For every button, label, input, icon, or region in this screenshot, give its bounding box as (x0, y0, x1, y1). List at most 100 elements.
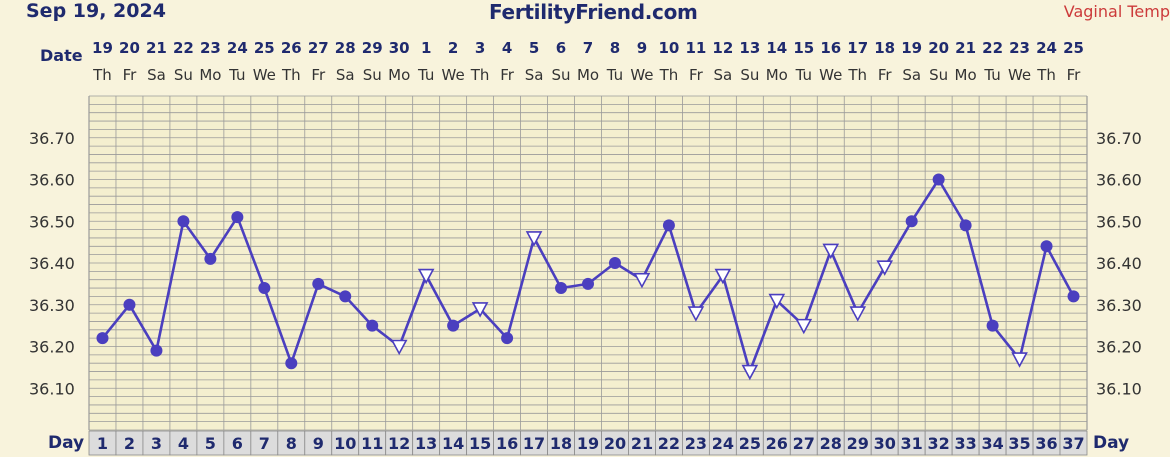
y-tick-label-left: 36.60 (29, 171, 75, 190)
temperature-point-open (525, 231, 543, 247)
temperature-point (123, 298, 136, 311)
date-number: 12 (712, 39, 733, 57)
date-number: 18 (874, 39, 895, 57)
day-number: 34 (981, 434, 1003, 453)
day-cell (277, 430, 306, 456)
day-cell (493, 430, 521, 456)
day-number: 18 (550, 434, 572, 453)
date-row-label: Date (40, 46, 83, 65)
date-number: 20 (119, 39, 140, 57)
date-number: 19 (92, 39, 113, 57)
weekday-label: Sa (147, 66, 166, 84)
day-number: 25 (739, 434, 761, 453)
day-number: 16 (496, 434, 518, 453)
weekday-label: Tu (417, 66, 434, 84)
day-cell (870, 430, 899, 456)
y-tick-label-left: 36.30 (29, 296, 75, 315)
temperature-point-open (417, 268, 435, 285)
weekday-label: Su (363, 66, 382, 84)
date-number: 22 (982, 39, 1003, 57)
day-number: 6 (232, 434, 243, 453)
chart-date: Sep 19, 2024 (26, 0, 166, 22)
weekday-label: Th (281, 66, 301, 84)
y-tick-label-left: 36.10 (29, 379, 75, 398)
day-number: 22 (658, 434, 680, 453)
day-cell (978, 430, 1007, 456)
day-number: 36 (1035, 434, 1057, 453)
date-number: 28 (335, 39, 356, 57)
day-number: 13 (415, 434, 437, 453)
date-number: 22 (173, 39, 194, 57)
day-number: 26 (766, 434, 788, 453)
day-number: 7 (259, 434, 270, 453)
y-tick-label-right: 36.20 (1096, 338, 1142, 357)
temp-type-label: Vaginal Temp (1063, 2, 1170, 21)
day-number: 2 (124, 434, 135, 453)
date-number: 25 (1063, 39, 1084, 57)
temperature-point (312, 277, 325, 290)
weekday-label: Th (470, 66, 490, 84)
weekday-label: Su (740, 66, 759, 84)
temperature-point-open (714, 268, 732, 285)
temperature-point (1067, 290, 1080, 303)
weekday-label: Sa (525, 66, 544, 84)
day-cell (331, 430, 360, 456)
day-number: 33 (954, 434, 976, 453)
day-cell (816, 430, 845, 456)
day-cell (250, 430, 279, 456)
weekday-label: We (819, 66, 842, 84)
weekday-label: Fr (500, 66, 515, 84)
date-number: 26 (281, 39, 302, 57)
date-number: 24 (1036, 39, 1057, 57)
y-tick-label-left: 36.50 (29, 212, 75, 231)
temperature-point (959, 219, 972, 232)
y-tick-label-right: 36.30 (1096, 296, 1142, 315)
temperature-point-open (768, 293, 786, 310)
date-number: 14 (766, 39, 787, 57)
temperature-point-open (741, 364, 759, 381)
weekday-label: Th (1036, 66, 1056, 84)
day-cell (1005, 430, 1034, 456)
temperature-point-open (390, 339, 408, 356)
date-number: 7 (583, 39, 593, 57)
temperature-point-open (795, 318, 813, 335)
date-number: 30 (389, 39, 410, 57)
day-number: 4 (178, 434, 189, 453)
date-number: 15 (793, 39, 814, 57)
day-cell (196, 430, 225, 456)
day-number: 24 (712, 434, 734, 453)
temperature-point-open (822, 243, 840, 260)
temperature-point-open (1011, 352, 1028, 368)
temperature-point (177, 215, 190, 228)
day-cell (169, 430, 198, 456)
weekday-label: Th (847, 66, 867, 84)
day-number: 12 (388, 434, 410, 453)
date-number: 4 (502, 39, 512, 57)
y-tick-label-right: 36.10 (1096, 379, 1142, 398)
temperature-point-open (849, 306, 867, 322)
temperature-point (986, 319, 999, 332)
temperature-point (582, 277, 594, 290)
day-number: 32 (928, 434, 950, 453)
temperature-point (905, 215, 918, 228)
date-number: 27 (308, 39, 329, 57)
weekday-label: Mo (766, 66, 788, 84)
day-cell (1059, 430, 1088, 456)
y-tick-label-left: 36.40 (29, 254, 75, 273)
day-cell (574, 430, 602, 456)
temperature-point (258, 282, 271, 295)
day-number: 29 (847, 434, 869, 453)
y-tick-label-left: 36.20 (29, 338, 75, 357)
site-title: FertilityFriend.com (489, 0, 698, 24)
day-cell (1032, 430, 1061, 456)
weekday-label: Su (174, 66, 193, 84)
date-number: 23 (1009, 39, 1030, 57)
date-number: 1 (421, 39, 431, 57)
weekday-label: Th (659, 66, 679, 84)
day-cell (304, 430, 333, 456)
temperature-point (932, 173, 945, 186)
day-number: 37 (1062, 434, 1084, 453)
day-number: 10 (334, 434, 356, 453)
day-number: 5 (205, 434, 216, 453)
day-number: 19 (577, 434, 599, 453)
